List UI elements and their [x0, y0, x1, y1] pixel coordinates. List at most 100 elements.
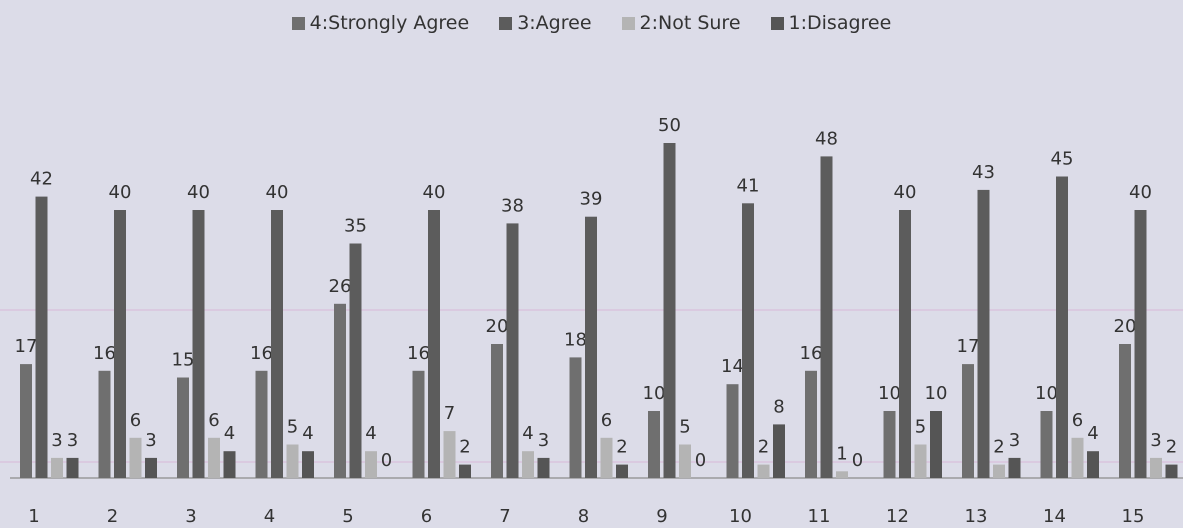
- x-tick-label: 6: [421, 506, 432, 527]
- data-label: 20: [486, 316, 509, 337]
- bar: [1040, 411, 1053, 478]
- data-label: 6: [601, 410, 612, 431]
- data-label: 26: [329, 276, 352, 297]
- bar: [977, 189, 990, 478]
- bar: [993, 464, 1005, 478]
- bar: [145, 457, 157, 478]
- data-label: 16: [93, 343, 116, 364]
- bar: [349, 243, 362, 478]
- bar: [20, 364, 32, 478]
- bar: [428, 210, 440, 478]
- data-label: 0: [695, 450, 706, 471]
- x-tick-label: 4: [264, 506, 275, 527]
- legend-item-1: 4:Strongly Agree: [291, 12, 470, 34]
- bar: [223, 451, 236, 478]
- bar: [35, 196, 48, 478]
- data-label: 3: [1009, 430, 1020, 451]
- data-label: 50: [658, 115, 681, 136]
- bar: [1119, 344, 1131, 478]
- x-tick-label: 3: [185, 506, 196, 527]
- bar: [805, 370, 817, 478]
- bar: [679, 444, 691, 478]
- data-label: 17: [15, 336, 38, 357]
- data-label: 14: [721, 356, 744, 377]
- bar: [742, 203, 754, 479]
- data-label: 4: [1087, 423, 1098, 444]
- x-tick-label: 9: [656, 506, 667, 527]
- data-label: 0: [381, 450, 392, 471]
- data-label: 45: [1051, 149, 1074, 170]
- data-label: 6: [130, 410, 141, 431]
- data-label: 10: [1035, 383, 1058, 404]
- bar: [522, 451, 534, 478]
- bar: [1071, 437, 1084, 478]
- x-tick-label: 5: [342, 506, 353, 527]
- bar: [930, 411, 942, 478]
- data-label: 17: [957, 336, 980, 357]
- bar: [1008, 457, 1021, 478]
- bar: [820, 156, 833, 478]
- data-label: 6: [1072, 410, 1083, 431]
- data-label: 6: [208, 410, 219, 431]
- data-label: 20: [1114, 316, 1137, 337]
- x-tick-label: 13: [965, 506, 988, 527]
- legend-label: 4:Strongly Agree: [309, 12, 470, 34]
- legend-item-4: 1:Disagree: [770, 12, 892, 34]
- x-tick-label: 2: [107, 506, 118, 527]
- data-label: 15: [172, 350, 195, 371]
- bar: [726, 384, 739, 478]
- legend-swatch: [770, 16, 784, 30]
- data-label: 10: [643, 383, 666, 404]
- legend-swatch: [499, 16, 513, 30]
- data-label: 0: [852, 450, 863, 471]
- x-tick-label: 14: [1043, 506, 1066, 527]
- data-label: 2: [993, 437, 1004, 458]
- data-label: 16: [800, 343, 823, 364]
- bar: [883, 411, 896, 478]
- bar: [302, 451, 314, 478]
- bar: [600, 437, 613, 478]
- bar: [1134, 210, 1147, 478]
- x-tick-label: 1: [28, 506, 39, 527]
- data-label: 5: [915, 417, 926, 438]
- bar: [836, 471, 848, 478]
- bar: [443, 431, 456, 478]
- bar: [569, 357, 582, 478]
- legend-label: 1:Disagree: [788, 12, 892, 34]
- data-label: 18: [564, 329, 587, 350]
- legend: 4:Strongly Agree 3:Agree 2:Not Sure 1:Disag…: [0, 12, 1183, 34]
- data-label: 2: [1166, 437, 1177, 458]
- data-label: 42: [30, 169, 53, 190]
- x-tick-label: 7: [499, 506, 510, 527]
- data-label: 2: [758, 437, 769, 458]
- bar: [255, 370, 268, 478]
- data-label: 43: [972, 162, 995, 183]
- x-tick-label: 8: [578, 506, 589, 527]
- data-label: 40: [266, 182, 289, 203]
- data-label: 2: [616, 437, 627, 458]
- x-tick-label: 15: [1122, 506, 1145, 527]
- data-label: 16: [250, 343, 273, 364]
- bar: [1165, 464, 1178, 478]
- data-label: 10: [925, 383, 948, 404]
- bar: [663, 143, 676, 478]
- data-label: 16: [407, 343, 430, 364]
- data-label: 8: [773, 396, 784, 417]
- x-tick-label: 11: [808, 506, 831, 527]
- bar: [757, 464, 770, 478]
- data-label: 4: [224, 423, 235, 444]
- data-label: 3: [51, 430, 62, 451]
- data-label: 5: [287, 417, 298, 438]
- data-label: 3: [1150, 430, 1161, 451]
- bar: [208, 437, 220, 478]
- data-label: 48: [815, 128, 838, 149]
- bar: [491, 344, 503, 478]
- bar: [1150, 457, 1162, 478]
- bar: [616, 464, 628, 478]
- bar: [129, 437, 142, 478]
- data-label: 4: [365, 423, 376, 444]
- legend-label: 2:Not Sure: [639, 12, 741, 34]
- data-label: 2: [459, 437, 470, 458]
- bar: [177, 377, 189, 478]
